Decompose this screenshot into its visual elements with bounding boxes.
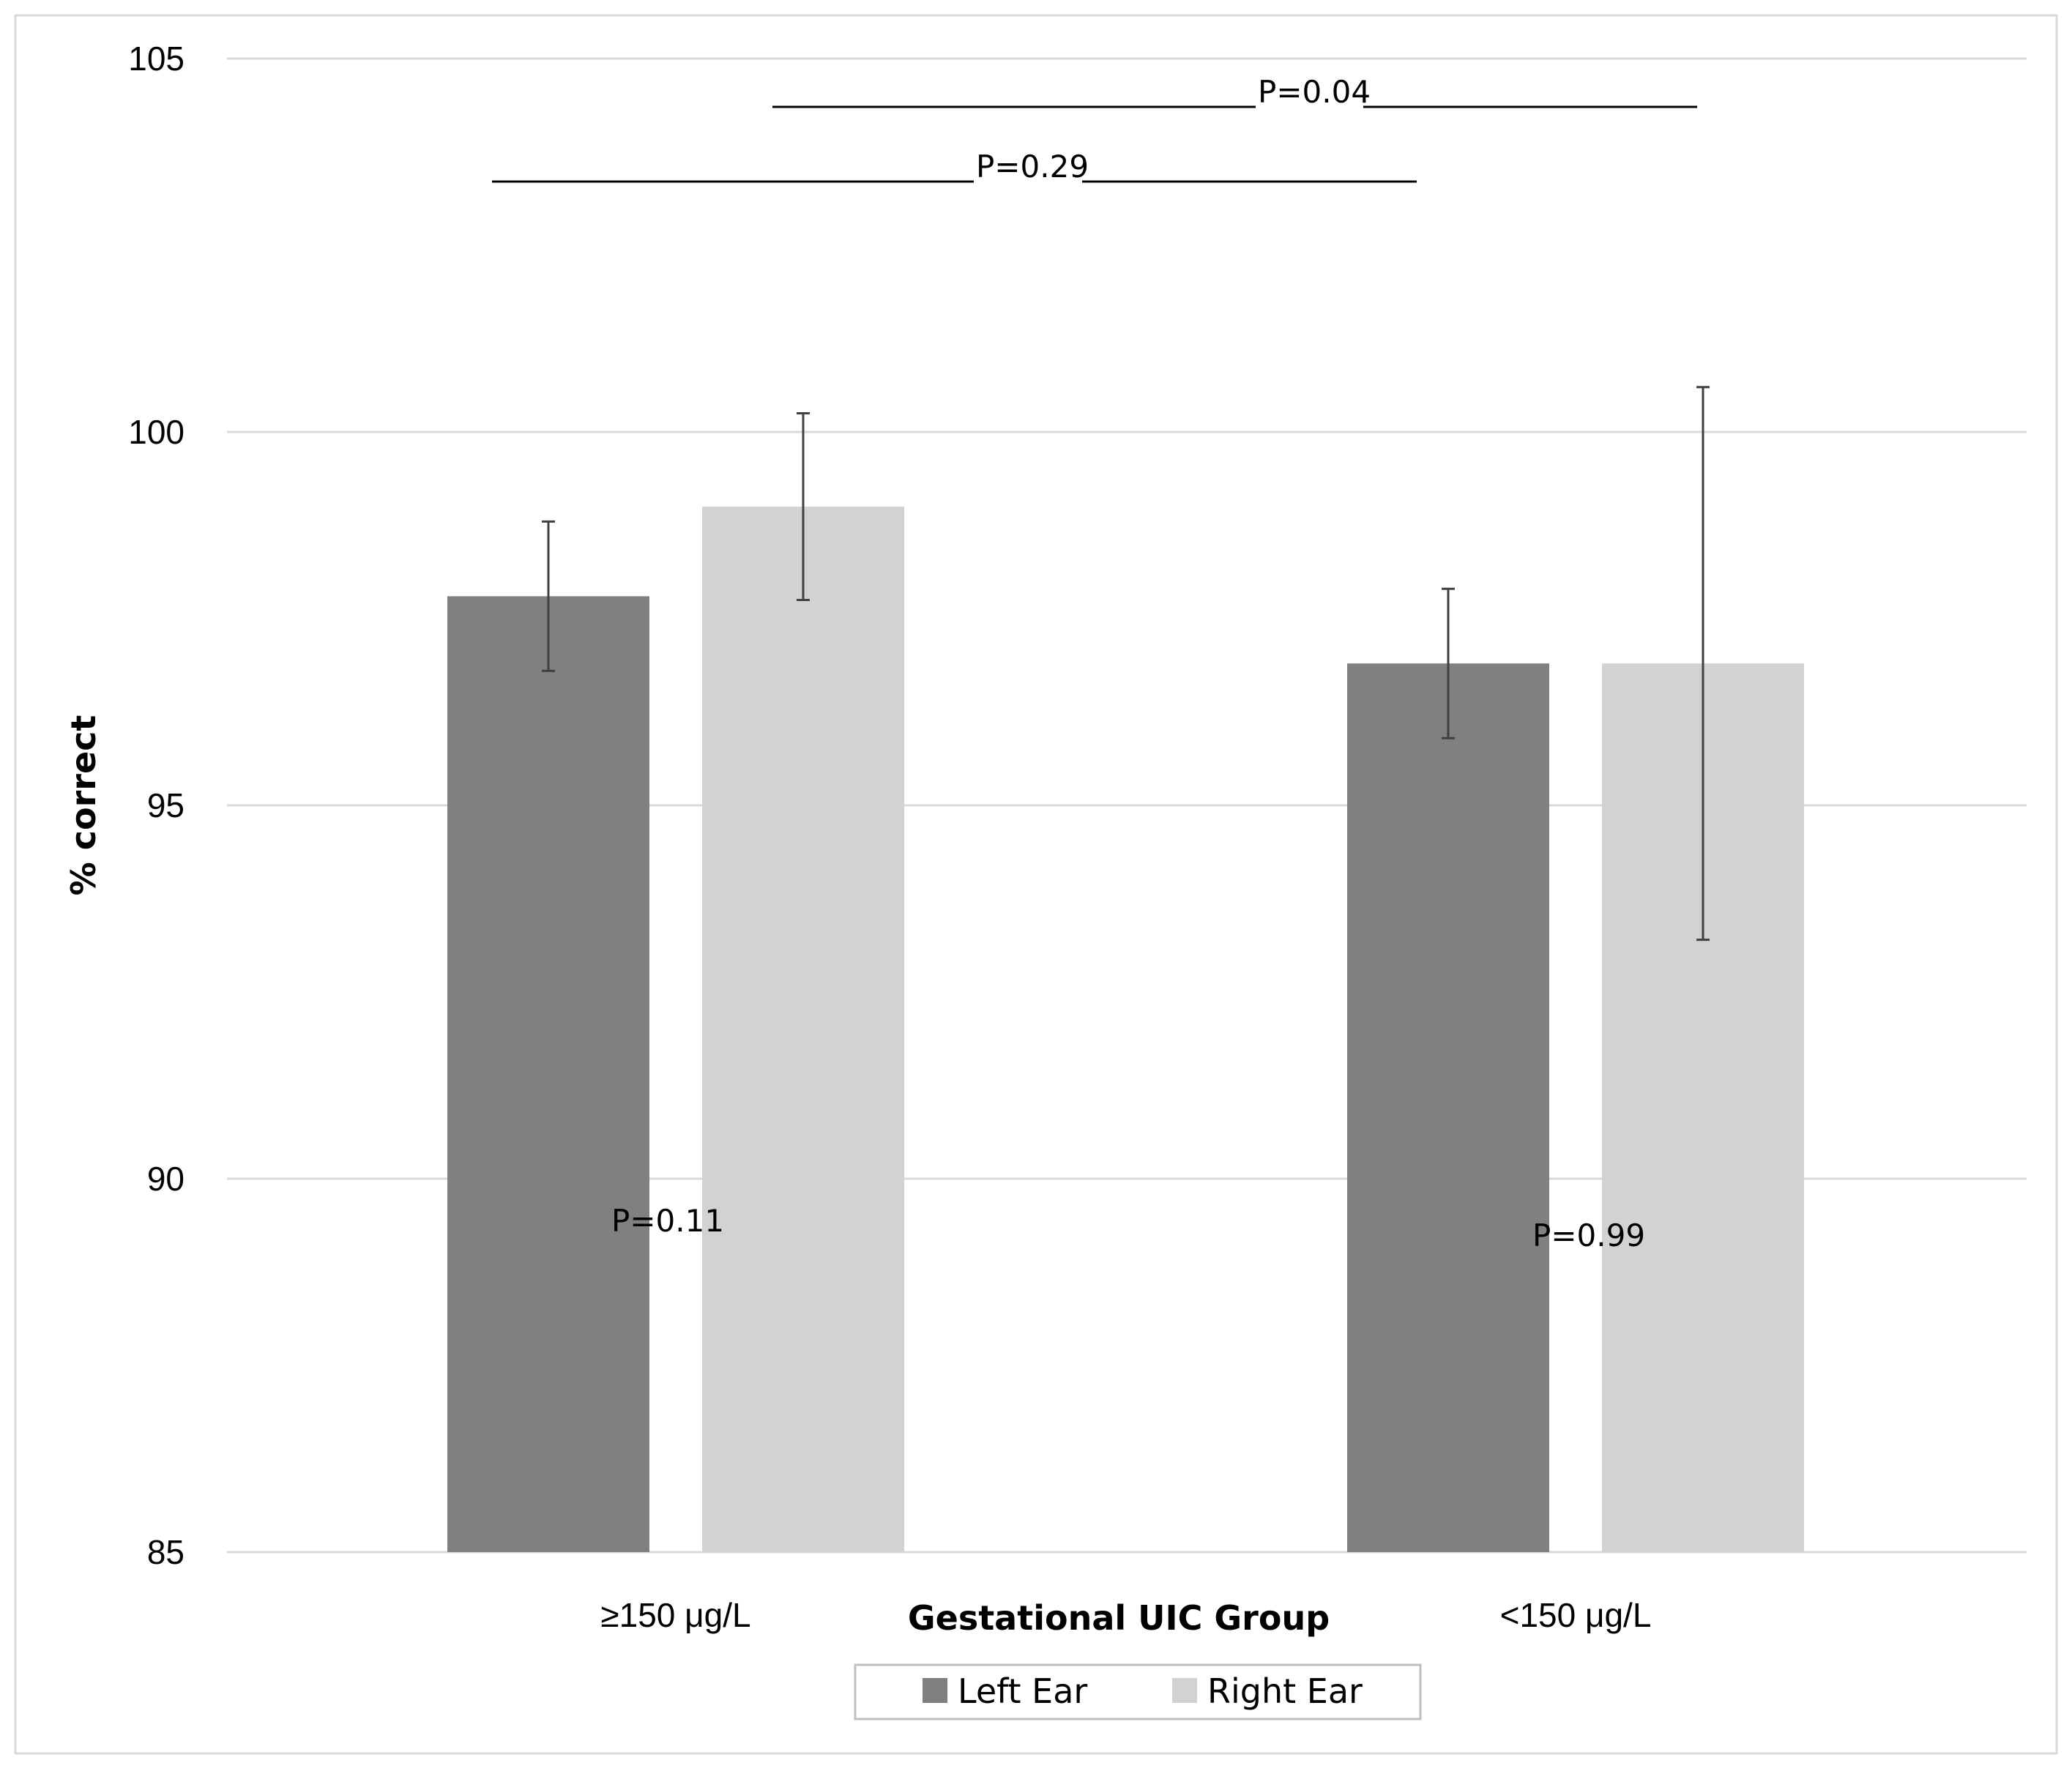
error-bar xyxy=(1442,587,1455,739)
legend-label-right-ear: Right Ear xyxy=(1207,1671,1363,1711)
x-tick-labels: ≥150 μg/L <150 μg/L xyxy=(600,1596,1651,1634)
bar-left-ear xyxy=(1347,663,1549,1553)
bars xyxy=(447,507,1804,1553)
y-tick-label: 90 xyxy=(147,1160,185,1198)
legend-swatch-left-ear xyxy=(923,1678,947,1703)
bar-right-ear xyxy=(702,507,904,1552)
annot-within-group-1: P=0.11 xyxy=(611,1203,724,1239)
error-bar xyxy=(797,412,810,601)
x-tick-label: <150 μg/L xyxy=(1500,1596,1652,1634)
x-axis-label: Gestational UIC Group xyxy=(908,1598,1330,1638)
annot-between-left: P=0.29 xyxy=(976,149,1089,184)
bar-left-ear xyxy=(447,596,649,1552)
error-bars xyxy=(542,386,1710,942)
y-tick-label: 105 xyxy=(128,40,185,78)
annot-between-right: P=0.04 xyxy=(1258,74,1371,110)
legend-swatch-right-ear xyxy=(1172,1678,1197,1703)
y-tick-label: 95 xyxy=(147,786,185,824)
y-tick-labels: 85 90 95 100 105 xyxy=(128,40,185,1571)
annot-within-group-2: P=0.99 xyxy=(1532,1218,1645,1253)
error-bar xyxy=(542,520,555,672)
legend-label-left-ear: Left Ear xyxy=(958,1671,1087,1711)
error-bar xyxy=(1696,386,1710,942)
x-tick-label: ≥150 μg/L xyxy=(600,1596,750,1634)
y-axis-label: % correct xyxy=(64,715,103,896)
y-tick-label: 100 xyxy=(128,413,185,451)
legend-box xyxy=(854,1663,1422,1720)
legend: Left Ear Right Ear xyxy=(854,1663,1422,1720)
y-tick-label: 85 xyxy=(147,1533,185,1571)
